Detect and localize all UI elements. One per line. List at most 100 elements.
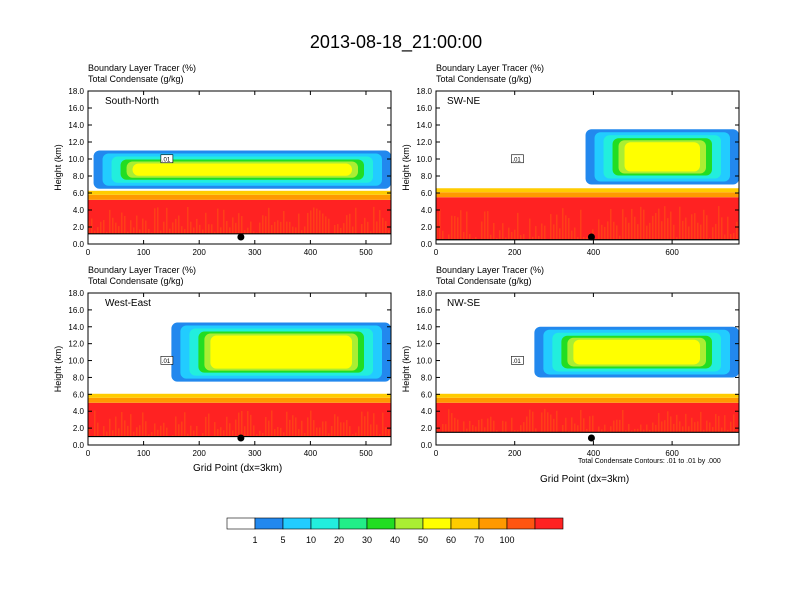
tracer-column	[142, 412, 144, 437]
tracer-column	[556, 214, 558, 240]
tracer-column	[736, 430, 738, 433]
tracer-column	[337, 224, 339, 234]
tracer-column	[544, 408, 546, 433]
tracer-column	[496, 237, 498, 240]
colorbar-swatch	[478, 517, 508, 530]
tracer-column	[697, 222, 699, 240]
tracer-column	[505, 421, 507, 433]
tracer-column	[259, 222, 261, 234]
tracer-column	[169, 228, 171, 234]
tracer-column	[517, 212, 519, 240]
tracer-column	[136, 215, 138, 234]
tracer-column	[535, 226, 537, 240]
tracer-column	[715, 413, 717, 433]
tracer-column	[451, 215, 453, 240]
tracer-column	[235, 419, 237, 437]
tracer-column	[628, 222, 630, 240]
tracer-column	[244, 230, 246, 234]
tracer-column	[550, 414, 552, 433]
tracer-column	[241, 410, 243, 437]
tracer-column	[661, 221, 663, 240]
y-tick-label: 14.0	[68, 121, 84, 130]
panel-label: South-North	[105, 96, 159, 107]
tracer-column	[112, 430, 114, 437]
tracer-column	[385, 427, 387, 437]
tracer-column	[721, 427, 723, 433]
tracer-column	[325, 421, 327, 437]
y-tick-label: 0.0	[421, 240, 433, 249]
tracer-column	[493, 222, 495, 240]
tracer-column	[106, 431, 108, 437]
tracer-column	[181, 226, 183, 234]
x-tick-label: 200	[508, 449, 522, 458]
tracer-column	[610, 426, 612, 433]
tracer-column	[670, 211, 672, 240]
tracer-column	[499, 230, 501, 240]
tracer-column	[214, 422, 216, 437]
boundary-layer-edge	[436, 192, 739, 198]
tracer-column	[652, 422, 654, 433]
tracer-column	[94, 230, 96, 234]
cloud-band	[210, 335, 352, 369]
panel-label: West-East	[105, 298, 151, 309]
tracer-column	[442, 230, 444, 240]
tracer-column	[133, 431, 135, 437]
tracer-column	[193, 430, 195, 437]
tracer-column	[373, 206, 375, 234]
tracer-column	[226, 220, 228, 234]
y-tick-label: 12.0	[68, 138, 84, 147]
y-tick-label: 14.0	[416, 121, 432, 130]
tracer-column	[124, 420, 126, 437]
station-marker	[587, 233, 595, 241]
plot-frame	[87, 90, 392, 245]
tracer-column	[541, 223, 543, 240]
y-tick-label: 12.0	[68, 340, 84, 349]
tracer-column	[166, 427, 168, 437]
tracer-column	[229, 423, 231, 437]
colorbar-label: 70	[474, 535, 484, 545]
tracer-column	[325, 216, 327, 234]
colorbar-swatch	[450, 517, 480, 530]
y-tick-label: 14.0	[416, 323, 432, 332]
tracer-column	[490, 234, 492, 240]
tracer-column	[469, 420, 471, 433]
tracer-column	[532, 411, 534, 433]
tracer-column	[580, 209, 582, 240]
tracer-column	[508, 227, 510, 240]
tracer-column	[232, 217, 234, 234]
tracer-column	[118, 428, 120, 437]
tracer-column	[343, 223, 345, 234]
y-tick-label: 12.0	[416, 340, 432, 349]
x-tick-label: 0	[86, 449, 91, 458]
tracer-column	[652, 215, 654, 240]
y-axis-title: Height (km)	[401, 144, 411, 191]
tracer-column	[505, 237, 507, 240]
tracer-column	[673, 423, 675, 433]
tracer-column	[163, 422, 165, 437]
contour-label: .01	[162, 359, 171, 365]
tracer-column	[361, 411, 363, 437]
y-axis-title: Height (km)	[401, 346, 411, 393]
tracer-column	[454, 216, 456, 240]
tracer-column	[691, 214, 693, 240]
tracer-column	[181, 421, 183, 437]
x-tick-label: 200	[508, 248, 522, 257]
tracer-column	[271, 224, 273, 234]
tracer-column	[319, 210, 321, 234]
tracer-column	[301, 230, 303, 234]
tracer-column	[238, 213, 240, 234]
tracer-column	[310, 210, 312, 234]
tracer-column	[487, 211, 489, 240]
tracer-column	[202, 433, 204, 437]
tracer-column	[703, 429, 705, 433]
tracer-column	[256, 434, 258, 437]
tracer-column	[91, 218, 93, 234]
tracer-column	[295, 227, 297, 234]
colorbar-label: 40	[390, 535, 400, 545]
tracer-column	[439, 209, 441, 240]
tracer-column	[625, 430, 627, 433]
tracer-column	[241, 216, 243, 234]
tracer-column	[163, 221, 165, 234]
tracer-column	[379, 434, 381, 437]
y-tick-label: 4.0	[73, 206, 85, 215]
